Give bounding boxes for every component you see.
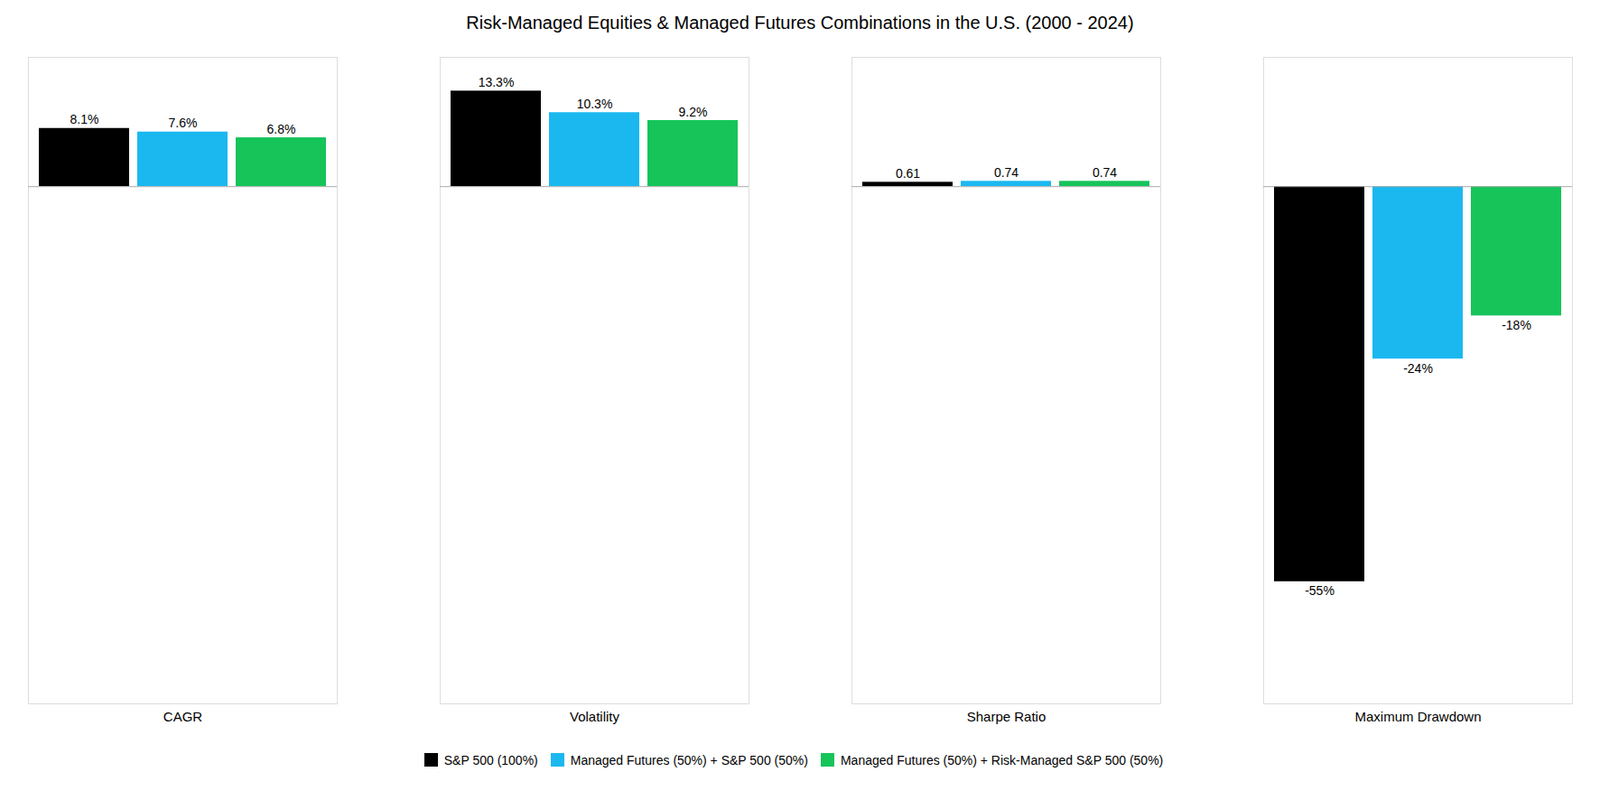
svg-text:-18%: -18% [1501, 317, 1532, 333]
svg-text:7.6%: 7.6% [168, 115, 198, 131]
svg-text:10.3%: 10.3% [576, 96, 614, 112]
svg-text:Maximum Drawdown: Maximum Drawdown [1354, 708, 1481, 725]
svg-text:8.1%: 8.1% [70, 111, 100, 127]
svg-text:CAGR: CAGR [163, 708, 204, 725]
html-text:S&P 500 (100%): S&P 500 (100%) [443, 752, 538, 768]
svg-text:0.61: 0.61 [895, 166, 921, 181]
svg-text:9.2%: 9.2% [679, 104, 708, 120]
svg-text:Volatility: Volatility [569, 708, 621, 725]
svg-text:13.3%: 13.3% [478, 74, 515, 90]
svg-text:0.74: 0.74 [994, 165, 1019, 180]
html-text:Risk-Managed Equities & Manage: Risk-Managed Equities & Managed Futures … [466, 12, 1134, 33]
svg-text:Sharpe Ratio: Sharpe Ratio [967, 708, 1047, 725]
svg-text:0.74: 0.74 [1092, 165, 1117, 180]
html-text:Managed Futures (50%) + S&P 50: Managed Futures (50%) + S&P 500 (50%) [570, 752, 809, 768]
svg-text:6.8%: 6.8% [267, 121, 297, 137]
html-text:Managed Futures (50%) + Risk-M: Managed Futures (50%) + Risk-Managed S&P… [840, 752, 1164, 768]
svg-text:-24%: -24% [1403, 361, 1433, 376]
svg-text:-55%: -55% [1304, 583, 1335, 598]
